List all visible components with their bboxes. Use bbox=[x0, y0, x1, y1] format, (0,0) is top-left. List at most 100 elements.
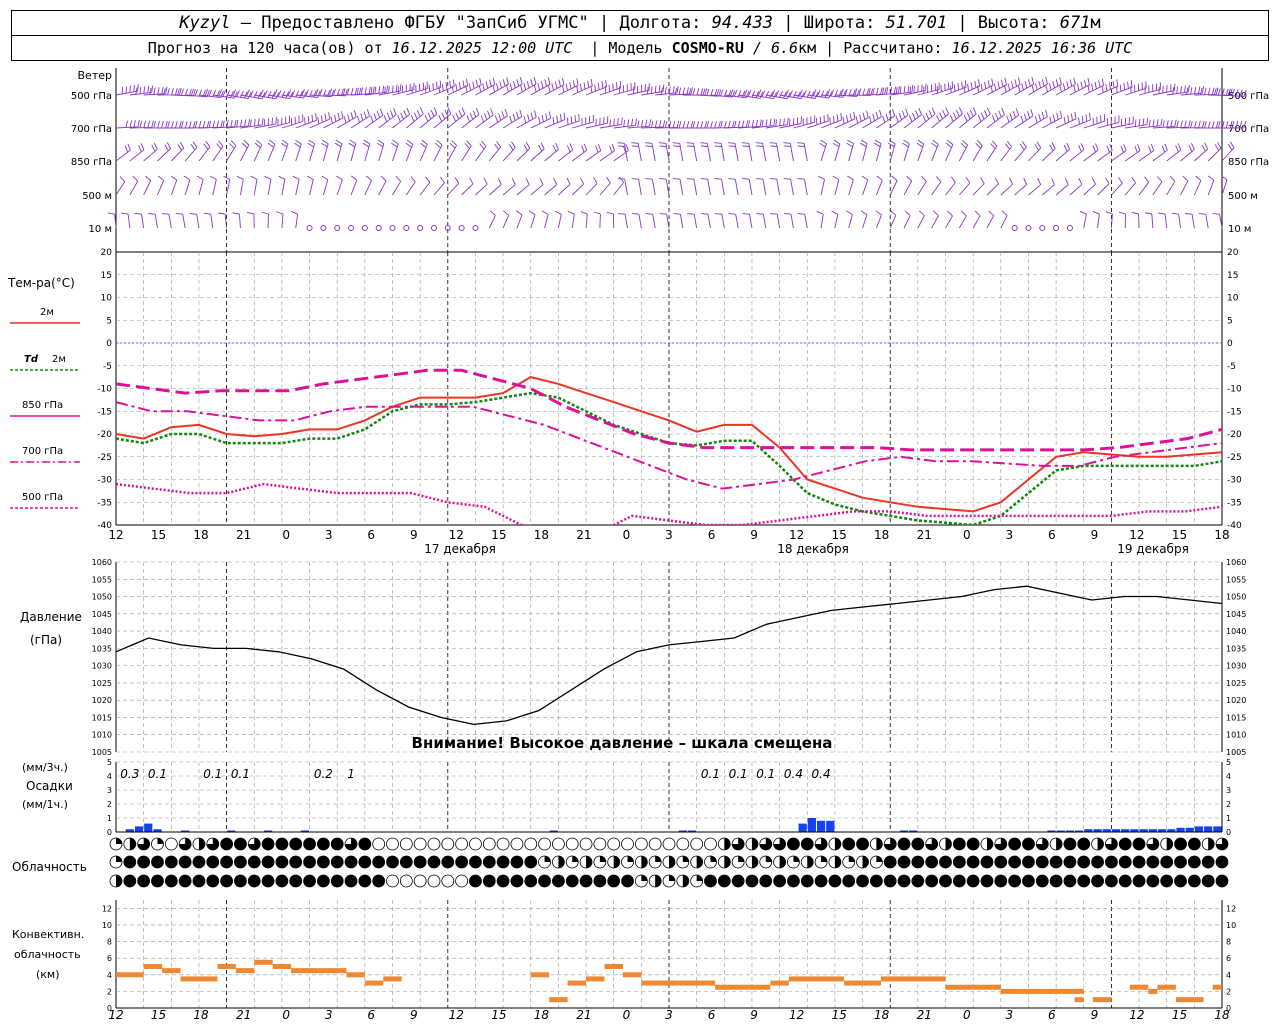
wind-barb-icon bbox=[232, 212, 241, 229]
wind-barb-icon bbox=[1220, 175, 1228, 196]
temp-tick-label: -30 bbox=[97, 476, 112, 486]
wind-barb-icon bbox=[593, 211, 601, 229]
temp-xtick-label: 6 bbox=[708, 528, 716, 542]
bottom-xtick-label: 21 bbox=[576, 1008, 591, 1022]
temp-xtick-label: 6 bbox=[367, 528, 375, 542]
pressure-tick-label: 1040 bbox=[92, 627, 112, 636]
cloud-cover-fill bbox=[627, 856, 634, 862]
cloud-cover-icon bbox=[814, 874, 828, 888]
wind-barb-icon bbox=[391, 139, 399, 162]
precip-bar bbox=[1084, 829, 1093, 832]
provider-text: – Предоставлено ФГБУ "ЗапСиб УГМС" | bbox=[240, 13, 610, 33]
precip-bar bbox=[144, 823, 153, 832]
wind-barb-icon bbox=[986, 107, 1005, 129]
convective-bar bbox=[1212, 984, 1222, 990]
cloud-cover-icon bbox=[579, 837, 593, 851]
calm-wind-icon bbox=[320, 225, 327, 231]
cloud-cover-icon bbox=[1063, 837, 1077, 851]
wind-level-label: 700 гПа bbox=[71, 124, 112, 135]
wind-barb-icon bbox=[1055, 178, 1069, 196]
wind-barb-icon bbox=[461, 140, 472, 162]
cloud-cover-fill bbox=[945, 838, 952, 850]
wind-barb-icon bbox=[599, 176, 611, 196]
calm-wind-icon bbox=[458, 225, 465, 231]
wind-barb-icon bbox=[779, 116, 802, 129]
wind-barb-icon bbox=[171, 121, 196, 129]
cloud-cover-icon bbox=[621, 874, 634, 888]
cloud-cover-fill bbox=[724, 856, 731, 868]
wind-barb-icon bbox=[1083, 143, 1099, 162]
convective-unit: (км) bbox=[36, 968, 60, 981]
wind-barb-icon bbox=[148, 213, 158, 229]
convective-bar bbox=[116, 972, 144, 978]
cloud-cover-fill bbox=[1216, 838, 1228, 850]
pressure-tick-label: 1005 bbox=[92, 748, 112, 757]
wind-barb-icon bbox=[1221, 120, 1247, 129]
cloud-cover-icon bbox=[289, 874, 303, 888]
wind-barb-icon bbox=[1083, 177, 1096, 196]
cloud-cover-fill bbox=[1146, 838, 1159, 851]
wind-barb-icon bbox=[276, 211, 284, 229]
cloud-cover-icon bbox=[1118, 837, 1132, 851]
pressure-tick-label: 1020 bbox=[92, 696, 112, 705]
wind-barb-icon bbox=[917, 82, 940, 96]
wind-barb-icon bbox=[945, 210, 953, 229]
wind-barb-icon bbox=[309, 112, 331, 129]
precip-sum-label: 0.2 bbox=[314, 767, 333, 781]
cloud-cover-icon bbox=[1132, 855, 1146, 869]
wind-barb-icon bbox=[682, 88, 708, 96]
temp-tick-label: -5 bbox=[1227, 362, 1236, 372]
bottom-xtick-label: 0 bbox=[623, 1008, 631, 1022]
wind-barb-icon bbox=[986, 210, 995, 229]
cloud-cover-icon bbox=[303, 855, 316, 869]
precip-bar bbox=[798, 823, 807, 832]
cloud-cover-icon bbox=[344, 874, 358, 888]
wind-barb-icon bbox=[558, 113, 580, 129]
bottom-xtick-label: 3 bbox=[665, 1008, 673, 1022]
cloud-cover-fill bbox=[696, 875, 703, 881]
bottom-xtick-label: 6 bbox=[1048, 1008, 1056, 1022]
wind-barb-icon bbox=[972, 140, 983, 162]
cloud-cover-icon bbox=[552, 874, 565, 888]
cloud-cover-icon bbox=[787, 874, 800, 888]
wind-barb-icon bbox=[599, 117, 623, 129]
latitude-label: | Широта: bbox=[783, 13, 876, 33]
wind-barb-icon bbox=[1221, 88, 1247, 97]
wind-barb-icon bbox=[917, 210, 925, 229]
wind-barb-icon bbox=[433, 107, 452, 129]
precip-bar bbox=[687, 830, 697, 832]
wind-barb-icon bbox=[240, 89, 266, 100]
cloud-cover-fill bbox=[807, 856, 814, 868]
wind-barb-icon bbox=[558, 78, 579, 96]
cloud-cover-fill bbox=[669, 856, 675, 868]
bottom-xtick-label: 15 bbox=[151, 1008, 166, 1022]
cloud-cover-icon bbox=[911, 874, 925, 888]
precip-sum-label: 0.1 bbox=[729, 767, 748, 781]
cloud-cover-icon bbox=[939, 855, 952, 869]
wind-level-label: 500 гПа bbox=[71, 91, 112, 102]
wind-barb-icon bbox=[1111, 143, 1127, 162]
cloud-cover-icon bbox=[1201, 874, 1215, 888]
wind-barb-icon bbox=[488, 210, 496, 229]
convective-bar bbox=[383, 976, 402, 982]
cloud-title: Облачность bbox=[12, 860, 87, 874]
bottom-xtick-label: 15 bbox=[1172, 1008, 1187, 1022]
cloud-cover-icon bbox=[1146, 855, 1160, 869]
cloud-cover-icon bbox=[441, 855, 455, 869]
cloud-cover-icon bbox=[676, 837, 690, 851]
precip-bar bbox=[1075, 830, 1084, 832]
wind-barb-icon bbox=[1028, 178, 1042, 196]
temp-xtick-label: 12 bbox=[1129, 528, 1144, 542]
cloud-cover-icon bbox=[386, 837, 399, 851]
cloud-cover-fill bbox=[821, 856, 828, 862]
wind-barb-icon bbox=[770, 213, 781, 229]
cloud-cover-icon bbox=[1187, 874, 1201, 888]
convective-bar bbox=[641, 980, 679, 986]
series-line-2м bbox=[116, 376, 1222, 513]
cloud-cover-fill bbox=[599, 856, 606, 862]
convective-tick-label: 4 bbox=[1226, 971, 1231, 980]
cloud-cover-fill bbox=[198, 838, 205, 850]
wind-barb-icon bbox=[1028, 77, 1048, 96]
precip-bar bbox=[227, 830, 236, 832]
precip-bar bbox=[134, 826, 144, 832]
